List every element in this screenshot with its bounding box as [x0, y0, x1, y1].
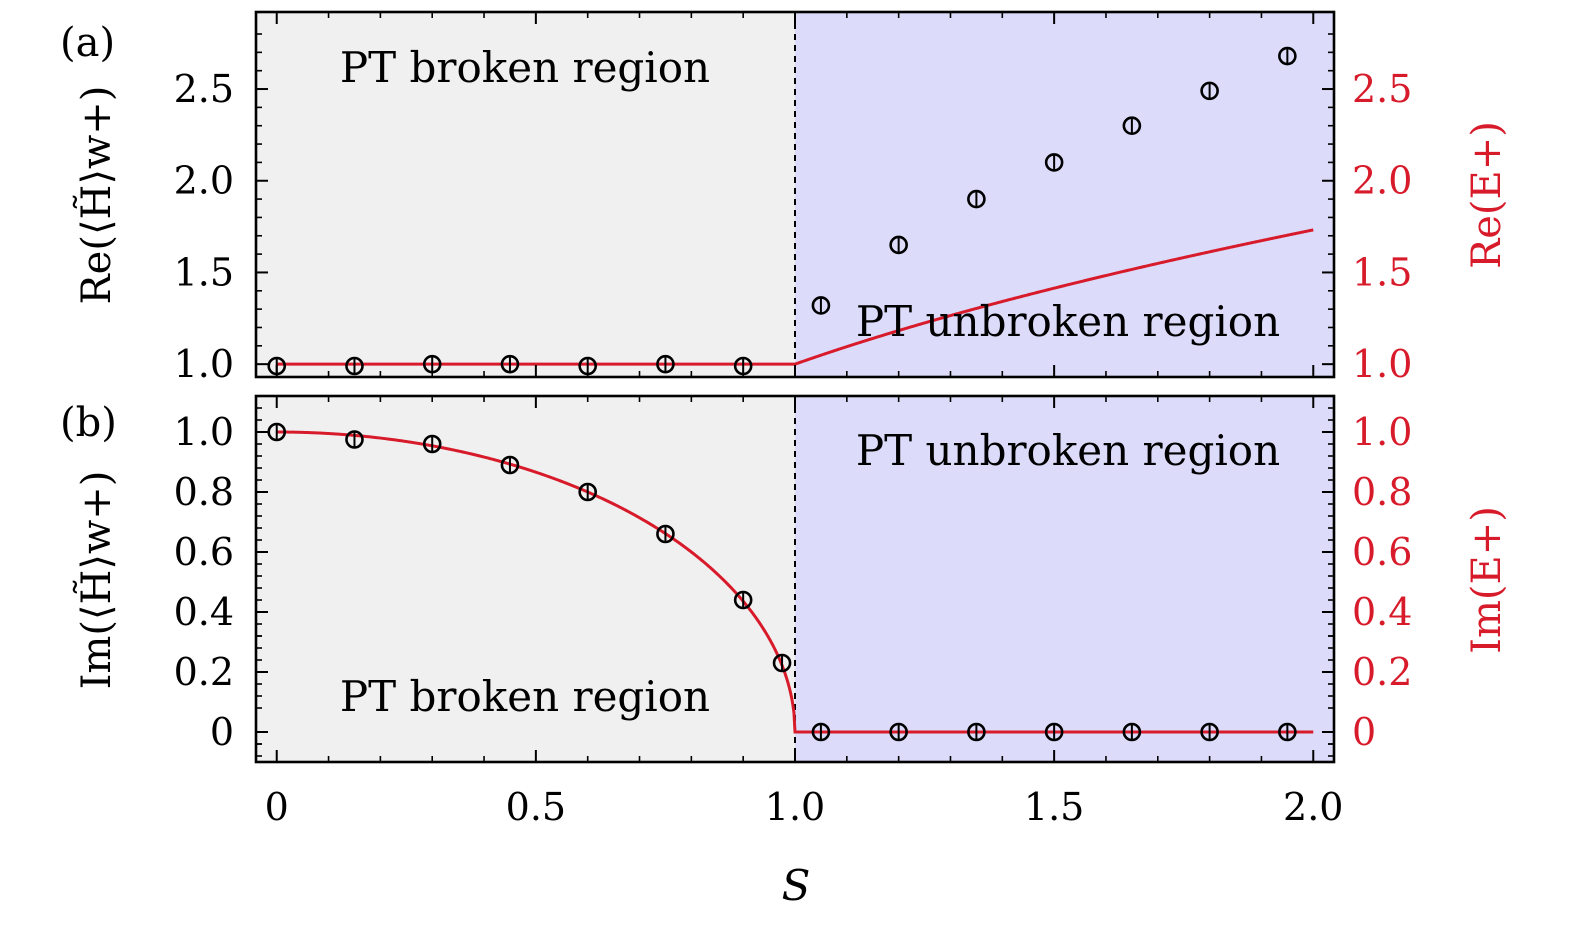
data-point-b — [267, 422, 287, 442]
y-tick-label-left-b: 1.0 — [174, 410, 234, 454]
region-bg-unbroken-a — [795, 12, 1334, 377]
y-tick-label-left-b: 0.2 — [174, 650, 234, 694]
data-point-b — [1044, 722, 1064, 742]
region-label-broken-b: PT broken region — [340, 672, 710, 721]
data-point-a — [1278, 46, 1297, 66]
y-tick-label-right-b: 1.0 — [1352, 410, 1412, 454]
data-point-a — [889, 235, 908, 255]
region-bg-unbroken-b — [795, 396, 1334, 762]
y-tick-label-left-b: 0.8 — [174, 470, 234, 514]
theory-curve-a — [276, 228, 1314, 366]
region-label-unbroken-a: PT unbroken region — [856, 297, 1280, 346]
y-tick-label-left-a: 1.0 — [174, 342, 234, 386]
panel-label-b: (b) — [60, 400, 117, 446]
x-tick-label: 1.5 — [1024, 785, 1084, 829]
y-tick-label-right-b: 0.8 — [1352, 470, 1412, 514]
data-point-a — [345, 356, 364, 376]
data-point-b — [733, 590, 753, 610]
y-tick-label-right-b: 0.6 — [1352, 530, 1412, 574]
x-tick-label: 2.0 — [1283, 785, 1343, 829]
panel-a: 1.0 1.0 1.5 1.5 2.0 2.0 2.5 2.5 PT broken region… — [60, 10, 1510, 386]
data-point-a — [1044, 153, 1064, 172]
y-tick-label-right-b: 0.4 — [1352, 590, 1412, 634]
data-point-b — [811, 722, 831, 742]
region-label-unbroken-b: PT unbroken region — [856, 426, 1280, 475]
x-tick-label: 0.5 — [506, 785, 566, 829]
y-tick-label-right-a: 1.5 — [1352, 250, 1412, 294]
data-point-b — [772, 653, 792, 673]
y-axis-title-right-a: Re(E+) — [1464, 121, 1510, 269]
y-tick-label-left-b: 0.4 — [174, 590, 234, 634]
region-bg-broken-a — [256, 12, 795, 377]
data-point-b — [345, 430, 364, 449]
y-axis-title-left-a: Re(⟨H̃⟩w+) — [73, 86, 120, 305]
x-tick-label: 0 — [265, 785, 289, 829]
data-point-a — [500, 354, 520, 374]
y-tick-label-left-a: 1.5 — [174, 250, 234, 294]
y-axis-title-left-b: Im(⟨H̃⟩w+) — [73, 471, 120, 690]
x-axis-title: S — [782, 861, 811, 910]
region-bg-broken-b — [256, 396, 795, 762]
data-point-a — [656, 354, 675, 374]
y-tick-label-left-b: 0 — [210, 710, 234, 754]
data-point-b — [889, 722, 908, 742]
data-point-b — [422, 434, 442, 454]
data-point-a — [1122, 116, 1142, 136]
y-axis-title-right-b: Im(E+) — [1464, 506, 1510, 654]
x-tick-label: 1.0 — [765, 785, 825, 829]
data-point-a — [1200, 81, 1219, 101]
y-tick-label-right-a: 2.0 — [1352, 159, 1412, 203]
data-point-a — [811, 296, 831, 315]
y-tick-label-right-a: 2.5 — [1352, 67, 1412, 111]
panel-b: 0 0 0.2 0.2 0.4 0.4 0.6 0.6 0.8 0.8 1.0 1.0 PT broke… — [60, 394, 1510, 764]
y-tick-label-left-a: 2.0 — [174, 159, 234, 203]
region-label-broken-a: PT broken region — [340, 43, 710, 92]
data-point-b — [1278, 722, 1297, 742]
data-point-b — [656, 524, 675, 544]
data-point-b — [967, 722, 986, 742]
data-point-b — [578, 482, 597, 502]
y-tick-label-right-a: 1.0 — [1352, 342, 1412, 386]
x-axis: 0 0.5 1.0 1.5 2.0 S — [265, 785, 1344, 910]
y-tick-label-left-a: 2.5 — [174, 67, 234, 111]
data-point-b — [1200, 722, 1219, 742]
y-tick-label-right-b: 0 — [1352, 710, 1376, 754]
y-tick-label-left-b: 0.6 — [174, 530, 234, 574]
y-tick-label-right-b: 0.2 — [1352, 650, 1412, 694]
data-point-b — [1122, 722, 1142, 742]
data-point-b — [500, 455, 520, 475]
panel-label-a: (a) — [60, 20, 115, 66]
data-point-a — [967, 189, 986, 209]
